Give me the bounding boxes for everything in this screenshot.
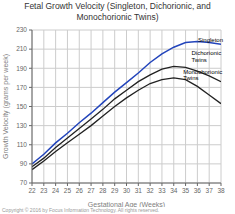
svg-text:27: 27 [87, 187, 95, 194]
svg-text:90: 90 [20, 160, 28, 167]
svg-text:Gestational Age (Weeks): Gestational Age (Weeks) [88, 201, 165, 207]
svg-text:170: 170 [16, 84, 27, 91]
svg-text:34: 34 [170, 187, 178, 194]
svg-text:Singleton: Singleton [198, 37, 223, 43]
svg-text:26: 26 [76, 187, 84, 194]
svg-text:190: 190 [16, 65, 27, 72]
svg-text:37: 37 [206, 187, 214, 194]
svg-text:70: 70 [20, 179, 28, 186]
svg-text:24: 24 [52, 187, 60, 194]
svg-text:35: 35 [182, 187, 190, 194]
svg-text:150: 150 [16, 103, 27, 110]
svg-text:Growth Velocity (grams per wee: Growth Velocity (grams per week) [8, 54, 10, 159]
svg-text:33: 33 [158, 187, 166, 194]
svg-text:31: 31 [135, 187, 143, 194]
svg-text:DichorionicTwins: DichorionicTwins [191, 50, 221, 63]
svg-text:130: 130 [16, 122, 27, 129]
svg-text:29: 29 [111, 187, 119, 194]
svg-text:110: 110 [17, 141, 28, 148]
html-text:Copyright © 2016 by Focus Info: Copyright © 2016 by Focus Information Te… [2, 207, 160, 213]
html-text:Fetal Growth Velocity (Singlet: Fetal Growth Velocity (Singleton, Dichor… [24, 1, 211, 22]
svg-text:MonochorionicTwins: MonochorionicTwins [183, 69, 222, 82]
svg-text:28: 28 [99, 187, 107, 194]
svg-text:25: 25 [64, 187, 72, 194]
svg-text:30: 30 [123, 187, 131, 194]
svg-text:38: 38 [217, 187, 225, 194]
svg-text:36: 36 [194, 187, 202, 194]
svg-text:210: 210 [16, 45, 27, 52]
svg-text:23: 23 [40, 187, 48, 194]
svg-text:22: 22 [28, 187, 36, 194]
svg-text:230: 230 [16, 26, 27, 33]
svg-text:32: 32 [147, 187, 155, 194]
